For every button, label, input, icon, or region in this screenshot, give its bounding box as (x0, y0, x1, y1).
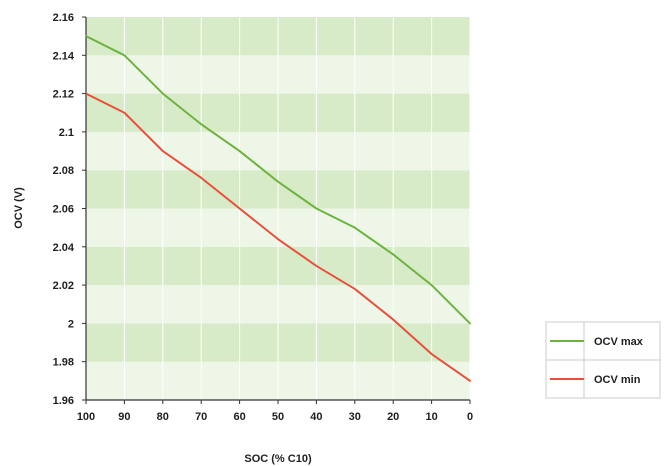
y-tick-label: 1.98 (53, 357, 74, 369)
x-tick-label: 90 (118, 411, 130, 423)
x-tick-label: 100 (77, 411, 95, 423)
x-tick-label: 30 (349, 411, 361, 423)
series-line-ocv-min (85, 92, 471, 382)
y-tick-label: 2.04 (53, 242, 75, 254)
x-tick-label: 60 (233, 411, 245, 423)
y-tick-label: 2.08 (53, 165, 74, 177)
x-tick-label: 10 (425, 411, 437, 423)
y-tick-label: 2.06 (53, 204, 74, 216)
y-tick-label: 2.1 (59, 127, 74, 139)
x-axis-ticks: 100 90 80 70 60 50 40 30 20 10 0 (77, 400, 473, 423)
y-tick-label: 2 (68, 318, 74, 330)
y-tick-label: 1.96 (53, 395, 74, 407)
series-lines (85, 35, 471, 382)
x-tick-label: 20 (387, 411, 399, 423)
x-axis-title: SOC (% C10) (244, 453, 312, 465)
y-tick-label: 2.16 (53, 12, 74, 24)
x-tick-label: 0 (467, 411, 473, 423)
y-axis-ticks: 1.96 1.98 2 2.02 2.04 2.06 2.08 2.1 2.12 2.14 2.16 (53, 12, 86, 407)
x-tick-label: 80 (157, 411, 169, 423)
y-tick-label: 2.02 (53, 280, 74, 292)
x-tick-label: 70 (195, 411, 207, 423)
legend: OCV max OCV min (545, 321, 661, 399)
y-axis-title: OCV (V) (13, 187, 25, 229)
y-tick-label: 2.14 (53, 50, 75, 62)
y-tick-label: 2.12 (53, 89, 74, 101)
legend-label: OCV min (594, 374, 641, 386)
x-tick-label: 50 (272, 411, 284, 423)
legend-label: OCV max (594, 336, 644, 348)
series-line-ocv-max (85, 35, 471, 325)
x-tick-label: 40 (310, 411, 322, 423)
